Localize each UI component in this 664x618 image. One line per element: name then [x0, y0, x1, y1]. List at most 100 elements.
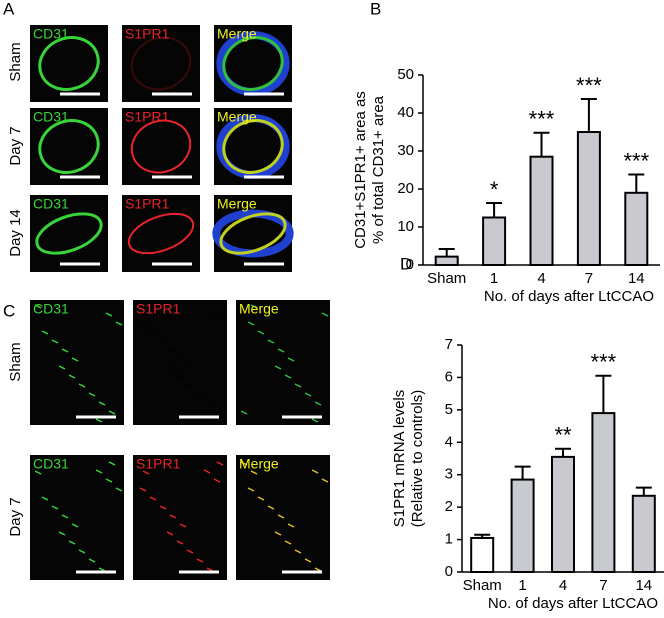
- panel-label: A: [3, 0, 15, 18]
- vessel: [71, 357, 79, 362]
- vessel: [240, 410, 248, 415]
- vessel: [311, 418, 319, 423]
- vessel: [186, 383, 194, 388]
- vessel: [321, 478, 329, 483]
- vessel: [203, 418, 211, 423]
- y-axis-label: CD31+S1PR1+ area as: [352, 91, 369, 249]
- vessel: [284, 540, 292, 545]
- vessel: [71, 523, 79, 528]
- vessel: [314, 401, 322, 406]
- y-tick-label: 30: [397, 142, 414, 159]
- vessel: [216, 461, 224, 466]
- x-axis-label: No. of days after LtCCAO: [488, 595, 658, 612]
- vessel: [176, 374, 184, 379]
- vessel: [311, 469, 319, 474]
- vessel: [88, 558, 96, 563]
- y-tick-label: 2: [445, 498, 453, 515]
- vessel: [216, 31, 290, 96]
- micrograph: [30, 455, 124, 580]
- significance: *: [490, 177, 499, 202]
- x-tick-label: 14: [628, 270, 645, 287]
- vessel: [105, 312, 113, 317]
- vessel: [35, 212, 103, 255]
- x-axis-label: No. of days after LtCCAO: [484, 288, 654, 305]
- vessel: [267, 339, 275, 344]
- vessel: [250, 304, 258, 309]
- vessel: [68, 540, 76, 545]
- bar: [482, 216, 507, 266]
- vessel: [166, 365, 174, 370]
- row-label: Sham: [7, 42, 24, 81]
- y-tick-label: 0: [445, 563, 453, 580]
- y-tick-label: 20: [397, 180, 414, 197]
- vessel: [159, 505, 167, 510]
- bar: [510, 478, 535, 574]
- vessel: [51, 505, 59, 510]
- vessel: [142, 304, 150, 309]
- column-label: S1PR1: [125, 109, 170, 125]
- vessel: [61, 514, 69, 519]
- y-tick-label: 1: [445, 531, 453, 548]
- vessel: [149, 496, 157, 501]
- x-tick-label: 1: [490, 270, 498, 287]
- vessel: [179, 523, 187, 528]
- bar: [624, 191, 649, 266]
- micrograph: [30, 300, 124, 425]
- vessel: [159, 339, 167, 344]
- row-label: Day 7: [7, 126, 24, 165]
- panel-label: D: [400, 254, 412, 273]
- y-tick-label: 4: [445, 433, 453, 450]
- x-tick-label: 1: [518, 577, 526, 594]
- bar: [631, 494, 656, 573]
- y-tick-label: 7: [445, 336, 453, 353]
- vessel: [257, 496, 265, 501]
- vessel: [58, 365, 66, 370]
- vessel: [139, 321, 147, 326]
- vessel: [115, 487, 123, 492]
- x-tick-label: 4: [537, 270, 545, 287]
- x-tick-label: 4: [559, 577, 567, 594]
- vessel: [247, 487, 255, 492]
- vessel: [34, 470, 42, 475]
- vessel: [321, 312, 329, 317]
- significance: ***: [623, 148, 649, 173]
- vessel: [294, 383, 302, 388]
- x-tick-label: Sham: [463, 577, 502, 594]
- vessel: [219, 212, 287, 255]
- y-axis-label: (Relative to controls): [409, 390, 426, 528]
- vessel: [222, 36, 284, 91]
- vessel: [130, 119, 192, 174]
- vessel: [203, 469, 211, 474]
- vessel: [277, 514, 285, 519]
- vessel: [61, 348, 69, 353]
- micrograph: [122, 195, 200, 272]
- column-label: S1PR1: [136, 456, 181, 472]
- vessel: [105, 478, 113, 483]
- column-label: CD31: [33, 196, 69, 212]
- y-axis-label: S1PR1 mRNA levels: [391, 390, 408, 528]
- x-tick-label: 7: [585, 270, 593, 287]
- column-label: CD31: [33, 109, 69, 125]
- vessel: [240, 461, 248, 466]
- column-label: Merge: [239, 301, 279, 317]
- vessel: [149, 330, 157, 335]
- row-label: Sham: [7, 342, 24, 381]
- significance: **: [554, 423, 572, 448]
- vessel: [222, 119, 284, 174]
- vessel: [216, 114, 290, 179]
- bar: [591, 412, 616, 573]
- vessel: [186, 549, 194, 554]
- vessel: [51, 339, 59, 344]
- column-label: S1PR1: [136, 301, 181, 317]
- significance: ***: [591, 350, 617, 375]
- vessel: [267, 505, 275, 510]
- vessel: [58, 531, 66, 536]
- panel-label: C: [3, 301, 15, 320]
- vessel: [34, 304, 42, 309]
- vessel: [274, 365, 282, 370]
- vessel: [257, 330, 265, 335]
- y-tick-label: 50: [397, 66, 414, 83]
- micrograph: [30, 195, 108, 272]
- row-label: Day 7: [7, 497, 24, 536]
